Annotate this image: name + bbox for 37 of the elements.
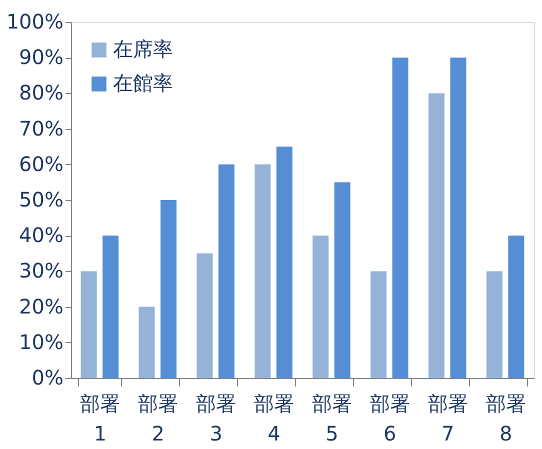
- legend-label: 在席率: [113, 37, 173, 61]
- bar: [138, 306, 155, 378]
- y-tick-label: 100%: [6, 10, 64, 34]
- bar: [312, 236, 329, 378]
- y-tick-label: 30%: [19, 258, 64, 283]
- y-tick-label: 50%: [19, 188, 64, 212]
- legend-label: 在館率: [113, 71, 173, 95]
- x-tick-label: 部署 1: [80, 392, 120, 446]
- x-tick-label: 部署 8: [486, 392, 526, 446]
- y-tick-label: 80%: [19, 80, 64, 105]
- y-tick-label: 60%: [19, 152, 64, 176]
- x-tick-label: 部署 6: [370, 392, 410, 446]
- y-tick-label: 90%: [19, 45, 64, 70]
- x-tick-label: 部署 2: [138, 392, 178, 446]
- x-tick-label: 部署 3: [196, 392, 236, 446]
- bar: [486, 271, 502, 378]
- y-tick-label: 20%: [19, 294, 64, 318]
- bar: [254, 164, 271, 378]
- bar: [196, 253, 213, 378]
- bar: [508, 236, 524, 378]
- y-tick-label: 70%: [19, 116, 64, 140]
- bar: [218, 164, 234, 378]
- bar: [276, 146, 292, 378]
- bar: [334, 182, 350, 378]
- bar: [392, 58, 408, 378]
- y-tick-label: 0%: [32, 366, 64, 390]
- y-tick-label: 10%: [19, 330, 64, 354]
- bar: [160, 200, 176, 378]
- y-tick-label: 40%: [19, 223, 64, 248]
- bar: [102, 236, 119, 378]
- x-tick-label: 部署 5: [312, 392, 352, 446]
- bar: [80, 271, 97, 378]
- x-tick-label: 部署 4: [254, 392, 294, 446]
- bar: [450, 58, 466, 378]
- x-tick-label: 部署 7: [428, 392, 468, 446]
- bar: [428, 93, 445, 378]
- bar: [370, 271, 387, 378]
